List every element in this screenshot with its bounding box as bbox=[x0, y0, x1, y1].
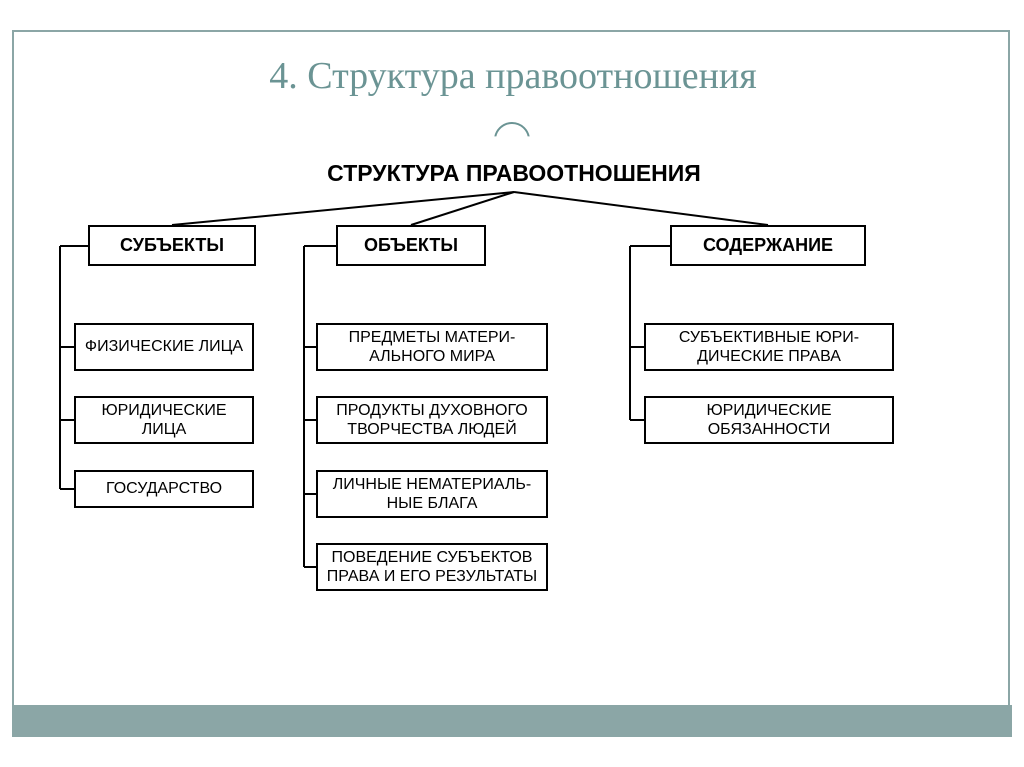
connector-lines bbox=[14, 32, 1012, 739]
leaf-box: ГОСУДАРСТВО bbox=[74, 470, 254, 508]
leaf-box: ЮРИДИЧЕСКИЕ ОБЯЗАННОСТИ bbox=[644, 396, 894, 444]
leaf-box: ЮРИДИЧЕСКИЕ ЛИЦА bbox=[74, 396, 254, 444]
leaf-box: ФИЗИЧЕСКИЕ ЛИЦА bbox=[74, 323, 254, 371]
leaf-box: ПРЕДМЕТЫ МАТЕРИ- АЛЬНОГО МИРА bbox=[316, 323, 548, 371]
leaf-box: ЛИЧНЫЕ НЕМАТЕРИАЛЬ- НЫЕ БЛАГА bbox=[316, 470, 548, 518]
leaf-box: СУБЪЕКТИВНЫЕ ЮРИ- ДИЧЕСКИЕ ПРАВА bbox=[644, 323, 894, 371]
slide-frame: 4. Структура правоотношения СТРУКТУРА ПР… bbox=[12, 30, 1010, 737]
leaf-box: ПРОДУКТЫ ДУХОВНОГО ТВОРЧЕСТВА ЛЮДЕЙ bbox=[316, 396, 548, 444]
branch-header-objects: ОБЪЕКТЫ bbox=[336, 225, 486, 266]
branch-header-content: СОДЕРЖАНИЕ bbox=[670, 225, 866, 266]
diagram-root: СТРУКТУРА ПРАВООТНОШЕНИЯ bbox=[294, 160, 734, 187]
decorative-arc-icon bbox=[494, 122, 530, 158]
footer-strip bbox=[14, 705, 1012, 737]
slide-title: 4. Структура правоотношения bbox=[14, 54, 1012, 98]
branch-header-subjects: СУБЪЕКТЫ bbox=[88, 225, 256, 266]
leaf-box: ПОВЕДЕНИЕ СУБЪЕКТОВ ПРАВА И ЕГО РЕЗУЛЬТА… bbox=[316, 543, 548, 591]
